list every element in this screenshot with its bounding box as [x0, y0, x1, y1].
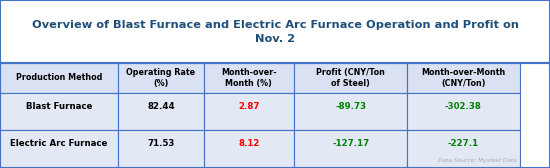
Text: Electric Arc Furnace: Electric Arc Furnace [10, 139, 108, 148]
Bar [118, 63, 204, 93]
Text: Overview of Blast Furnace and Electric Arc Furnace Operation and Profit on
Nov. : Overview of Blast Furnace and Electric A… [31, 19, 519, 44]
Text: Production Method: Production Method [16, 73, 102, 82]
Text: -127.17: -127.17 [332, 139, 369, 148]
Bar [204, 93, 294, 131]
Text: -89.73: -89.73 [335, 102, 366, 111]
Bar [204, 131, 294, 168]
Text: Data Source: Mysteel Data: Data Source: Mysteel Data [438, 158, 517, 163]
Text: -227.1: -227.1 [448, 139, 479, 148]
Bar [0, 63, 118, 93]
Text: 2.87: 2.87 [238, 102, 260, 111]
Text: Month-over-Month
(CNY/Ton): Month-over-Month (CNY/Ton) [421, 68, 505, 88]
Text: Blast Furnace: Blast Furnace [26, 102, 92, 111]
Bar [407, 131, 520, 168]
Bar [294, 63, 407, 93]
Text: Operating Rate
(%): Operating Rate (%) [126, 68, 195, 88]
Bar [294, 93, 407, 131]
Text: Profit (CNY/Ton
of Steel): Profit (CNY/Ton of Steel) [316, 68, 385, 88]
Text: 82.44: 82.44 [147, 102, 175, 111]
Text: Month-over-
Month (%): Month-over- Month (%) [221, 68, 277, 88]
Bar [407, 93, 520, 131]
Bar [407, 63, 520, 93]
Bar [0, 131, 118, 168]
Text: 8.12: 8.12 [238, 139, 260, 148]
Bar [0, 63, 550, 168]
Bar [118, 93, 204, 131]
Bar [294, 131, 407, 168]
Bar [204, 63, 294, 93]
Bar [118, 131, 204, 168]
Bar [0, 93, 118, 131]
Bar [0, 0, 550, 63]
Text: 71.53: 71.53 [147, 139, 174, 148]
Text: -302.38: -302.38 [445, 102, 482, 111]
